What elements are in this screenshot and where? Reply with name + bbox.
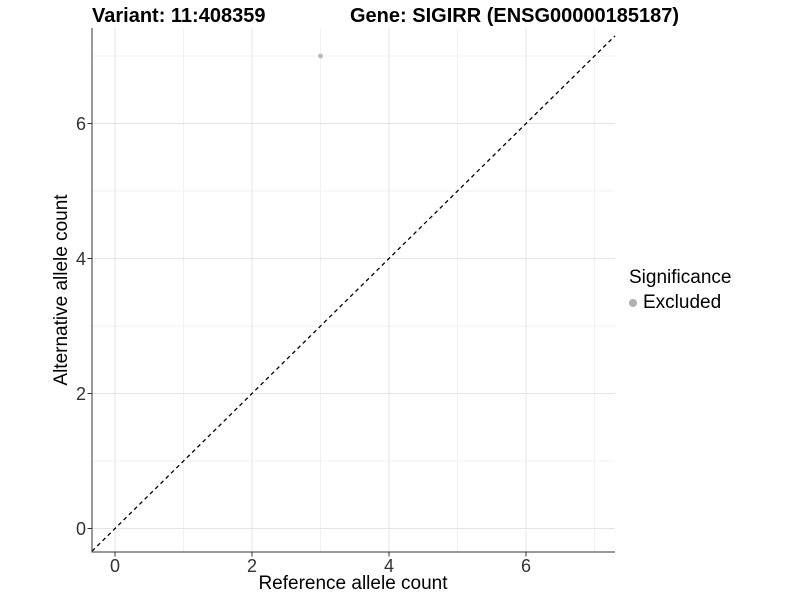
legend-title: Significance <box>629 267 732 288</box>
legend-item-label: Excluded <box>643 292 722 313</box>
legend-item-excluded: Excluded <box>629 292 799 314</box>
legend: Significance Excluded <box>629 267 799 314</box>
data-point <box>318 53 324 59</box>
x-axis-label: Reference allele count <box>258 573 448 594</box>
y-tick-label: 6 <box>75 113 86 134</box>
y-tick-label: 2 <box>75 383 86 404</box>
plot-title-gene: Gene: SIGIRR (ENSG00000185187) <box>350 5 680 27</box>
y-tick-label: 4 <box>75 248 86 269</box>
y-tick-label: 0 <box>75 518 86 539</box>
plot-title-variant: Variant: 11:408359 <box>92 5 266 27</box>
x-tick-label: 0 <box>110 556 121 576</box>
x-tick-label: 2 <box>247 556 258 576</box>
x-tick-label: 6 <box>521 556 532 576</box>
identity-dashed-line <box>91 35 616 552</box>
x-tick-label: 4 <box>384 556 395 576</box>
legend-point-icon <box>629 299 637 307</box>
